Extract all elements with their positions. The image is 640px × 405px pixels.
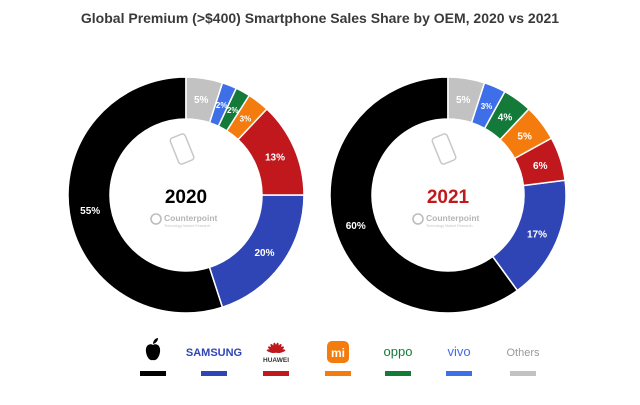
slice-label-oppo: 2%: [227, 106, 239, 115]
slice-vivo: [208, 81, 238, 128]
slice-samsung: [491, 179, 567, 292]
legend-swatch: [201, 371, 227, 376]
legend-swatch: [325, 371, 351, 376]
watermark-text: Counterpoint: [164, 213, 218, 223]
watermark-subtext: Technology Market Research: [426, 224, 473, 228]
apple-logo-icon: [145, 338, 161, 361]
slice-label-huawei: 13%: [265, 152, 285, 163]
legend-swatch: [263, 371, 289, 376]
watermark-text: Counterpoint: [426, 213, 480, 223]
legend-item-huawei: HUAWEI: [263, 342, 289, 376]
legend-item-apple: [140, 338, 166, 376]
slice-label-vivo: 3%: [481, 102, 493, 111]
legend-item-vivo: vivo: [446, 344, 472, 376]
legend-swatch: [510, 371, 536, 376]
legend-item-oppo: oppo: [384, 344, 413, 376]
slice-label-samsung: 20%: [254, 248, 274, 259]
slice-label-xiaomi: 3%: [240, 114, 252, 123]
slice-apple: [67, 76, 224, 314]
phone-outline-icon: [169, 133, 195, 165]
slice-label-apple: 60%: [346, 221, 366, 232]
legend-item-others: Others: [506, 347, 540, 376]
xiaomi-logo-icon: mi: [327, 341, 349, 363]
slice-vivo: [470, 81, 506, 130]
slice-label-xiaomi: 5%: [517, 132, 532, 143]
legend-label: Others: [506, 347, 540, 359]
slice-apple: [329, 76, 519, 314]
slice-label-apple: 55%: [80, 206, 100, 217]
center-year-label: 2020: [165, 187, 207, 208]
legend-swatch: [385, 371, 411, 376]
slice-others: [185, 76, 224, 124]
slice-huawei: [513, 137, 566, 187]
slice-oppo: [217, 87, 251, 132]
slice-oppo: [483, 90, 530, 141]
donut-2021: 60% 17% 6% 5% 4% 3% 5% 2021 CounterpointTechnolo…: [329, 76, 567, 314]
slice-label-others: 5%: [194, 95, 209, 106]
chart-title: Global Premium (>$400) Smartphone Sales …: [80, 10, 560, 26]
legend-swatch: [446, 371, 472, 376]
watermark-subtext: Technology Market Research: [164, 224, 211, 228]
slice-label-oppo: 4%: [498, 113, 513, 124]
legend-item-xiaomi: mi: [325, 341, 351, 376]
legend-label: oppo: [384, 344, 413, 359]
legend-label: mi: [331, 346, 345, 360]
legend-label: HUAWEI: [263, 357, 289, 364]
huawei-logo-icon: [266, 342, 286, 353]
legend-label: vivo: [447, 344, 470, 359]
donut-2020: 55%20%13%3%2%2%5%2020CounterpointTechnol…: [67, 76, 305, 314]
slice-label-others: 5%: [456, 95, 471, 106]
legend-label: SAMSUNG: [186, 347, 242, 359]
legend-swatch: [140, 371, 166, 376]
slice-others: [447, 76, 486, 124]
slice-samsung: [208, 194, 305, 309]
slice-label-huawei: 6%: [533, 161, 548, 172]
legend-item-samsung: SAMSUNG: [186, 347, 242, 376]
center-year-label: 2021: [427, 187, 470, 208]
slice-huawei: [236, 107, 305, 196]
slice-xiaomi: [225, 94, 268, 141]
phone-outline-icon: [431, 133, 457, 165]
slice-label-vivo: 2%: [216, 101, 228, 110]
legend: SAMSUNG HUAWEI mi oppo vivo Others: [140, 338, 540, 376]
slice-label-samsung: 17%: [527, 230, 547, 241]
slice-xiaomi: [498, 107, 553, 160]
